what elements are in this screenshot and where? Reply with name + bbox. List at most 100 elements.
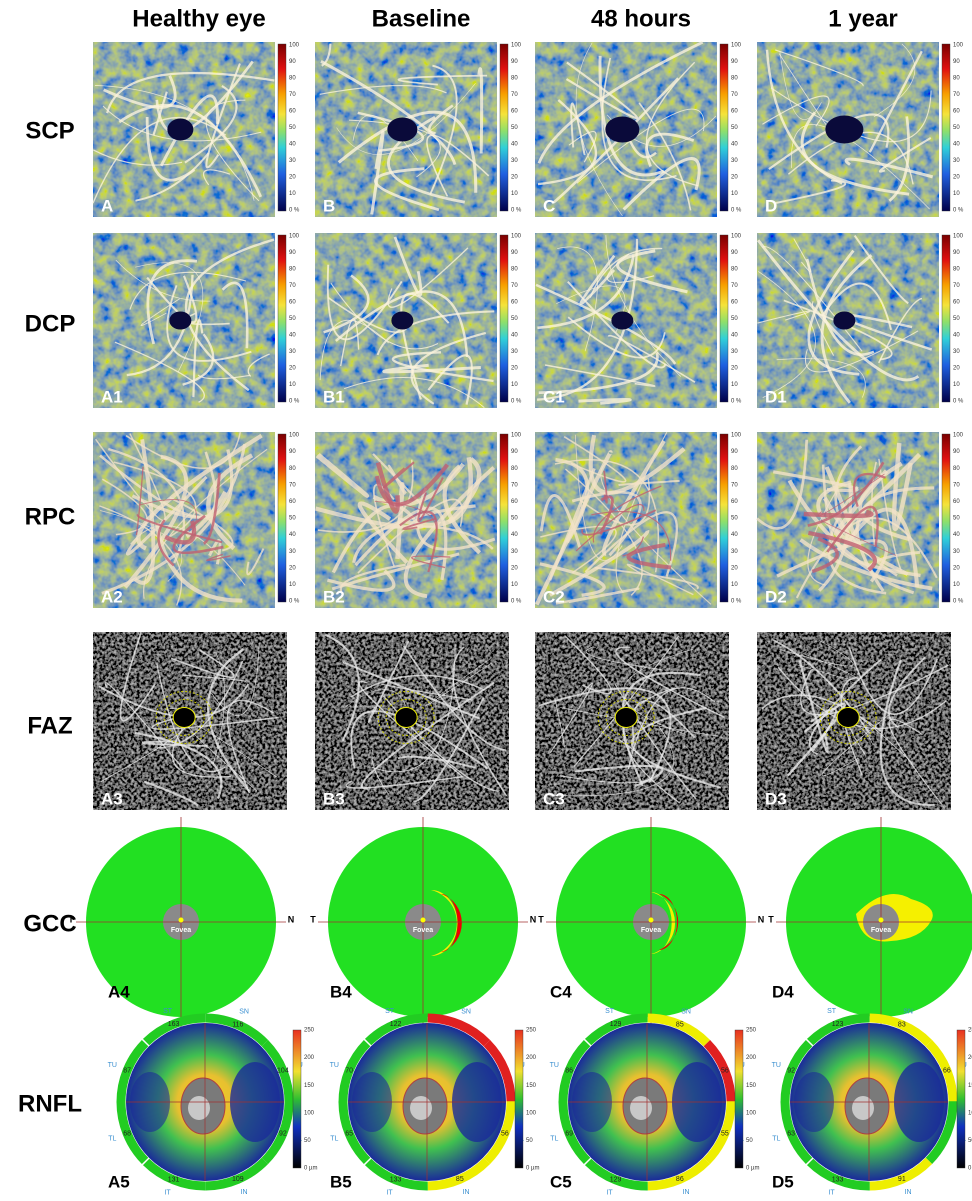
colorbar-tick: 20 <box>953 366 960 372</box>
colorbar-tick: 60 <box>731 109 738 115</box>
panel-label: D1 <box>765 387 787 406</box>
sector-value: 69 <box>565 1130 573 1137</box>
sector-value: 129 <box>610 1021 622 1028</box>
colorbar-tick: 0 µm <box>746 1166 759 1172</box>
colorbar-tick: 50 <box>526 1138 533 1144</box>
colorbar <box>278 44 286 211</box>
fovea-label: Fovea <box>641 927 661 934</box>
colorbar-tick: 50 <box>746 1138 753 1144</box>
colorbar-tick: 10 <box>511 191 518 197</box>
colorbar-tick: 20 <box>953 175 960 181</box>
colorbar-tick: 100 <box>289 43 300 49</box>
fovea-point <box>879 918 884 923</box>
colorbar-tick: 80 <box>731 466 738 472</box>
faz-dark <box>605 117 639 143</box>
sector-label: SN <box>903 1009 913 1016</box>
faz-dark <box>611 312 633 330</box>
faz-dark <box>825 116 863 144</box>
panel-label: A2 <box>101 587 123 606</box>
optic-cup <box>852 1096 874 1120</box>
row-label: SCP <box>25 117 74 144</box>
colorbar-tick: 100 <box>953 433 964 439</box>
colorbar-tick: 90 <box>731 250 738 256</box>
sector-label: IN <box>241 1189 248 1196</box>
colorbar <box>942 44 950 211</box>
colorbar-tick: 70 <box>289 482 296 488</box>
colorbar-tick: 200 <box>746 1055 757 1061</box>
colorbar <box>720 44 728 211</box>
colorbar-tick: 60 <box>511 499 518 505</box>
temporal-label: T <box>538 914 544 924</box>
colorbar-tick: 150 <box>304 1083 315 1089</box>
colorbar-tick: 0 % <box>511 208 522 214</box>
colorbar-tick: 30 <box>511 158 518 164</box>
sector-label: TU <box>108 1062 117 1069</box>
colorbar-tick: 90 <box>289 449 296 455</box>
colorbar-tick: 40 <box>953 142 960 148</box>
sector-value: 86 <box>565 1067 573 1074</box>
colorbar-tick: 100 <box>511 43 522 49</box>
colorbar-tick: 10 <box>953 191 960 197</box>
colorbar-tick: 100 <box>731 43 742 49</box>
optic-cup <box>630 1096 652 1120</box>
colorbar-tick: 80 <box>953 267 960 273</box>
colorbar-tick: 40 <box>953 333 960 339</box>
colorbar <box>500 44 508 211</box>
colorbar-tick: 50 <box>511 316 518 322</box>
panel-label: D4 <box>772 982 794 1001</box>
sector-value: 66 <box>943 1067 951 1074</box>
colorbar-tick: 80 <box>953 76 960 82</box>
panel-label: B1 <box>323 387 345 406</box>
colorbar-tick: 90 <box>731 59 738 65</box>
colorbar-tick: 60 <box>731 300 738 306</box>
rnfl-colorbar <box>515 1030 523 1168</box>
colorbar <box>500 235 508 402</box>
panel-label: C5 <box>550 1172 572 1191</box>
colorbar-tick: 70 <box>289 92 296 98</box>
colorbar <box>720 235 728 402</box>
sector-label: IT <box>828 1190 835 1196</box>
colorbar-tick: 30 <box>731 158 738 164</box>
temporal-label: T <box>310 914 316 924</box>
colorbar-tick: 60 <box>953 109 960 115</box>
colorbar-tick: 30 <box>289 158 296 164</box>
sector-value: 133 <box>832 1177 844 1184</box>
colorbar-tick: 250 <box>746 1028 757 1034</box>
colorbar-tick: 100 <box>526 1110 537 1116</box>
colorbar-tick: 90 <box>953 250 960 256</box>
colorbar-tick: 10 <box>511 382 518 388</box>
panel-label: D2 <box>765 587 787 606</box>
sector-label: ST <box>163 1008 173 1015</box>
colorbar-tick: 80 <box>953 466 960 472</box>
colorbar-tick: 20 <box>289 565 296 571</box>
colorbar-tick: 0 % <box>953 599 964 605</box>
colorbar-tick: 100 <box>746 1110 757 1116</box>
colorbar-tick: 30 <box>953 158 960 164</box>
sector-label: TL <box>772 1136 780 1143</box>
colorbar-tick: 80 <box>511 267 518 273</box>
colorbar <box>942 434 950 602</box>
column-header: Baseline <box>372 5 471 32</box>
colorbar-tick: 90 <box>953 449 960 455</box>
colorbar-tick: 150 <box>746 1083 757 1089</box>
colorbar-tick: 90 <box>289 59 296 65</box>
colorbar-tick: 0 µm <box>304 1166 317 1172</box>
optic-cup <box>410 1096 432 1120</box>
colorbar-tick: 10 <box>731 382 738 388</box>
colorbar-tick: 200 <box>304 1055 315 1061</box>
temporal-label: T <box>68 914 74 924</box>
colorbar-tick: 50 <box>289 125 296 131</box>
sector-value: 116 <box>232 1022 243 1029</box>
colorbar-tick: 10 <box>953 582 960 588</box>
colorbar-tick: 50 <box>953 516 960 522</box>
colorbar-tick: 100 <box>968 1110 972 1116</box>
sector-value: 70 <box>345 1067 353 1074</box>
colorbar-tick: 0 % <box>731 208 742 214</box>
colorbar-tick: 0 % <box>731 399 742 405</box>
panel-label: B2 <box>323 587 345 606</box>
colorbar-tick: 100 <box>511 433 522 439</box>
colorbar-tick: 80 <box>289 267 296 273</box>
colorbar-tick: 60 <box>511 300 518 306</box>
colorbar-tick: 40 <box>731 532 738 538</box>
colorbar-tick: 40 <box>289 532 296 538</box>
